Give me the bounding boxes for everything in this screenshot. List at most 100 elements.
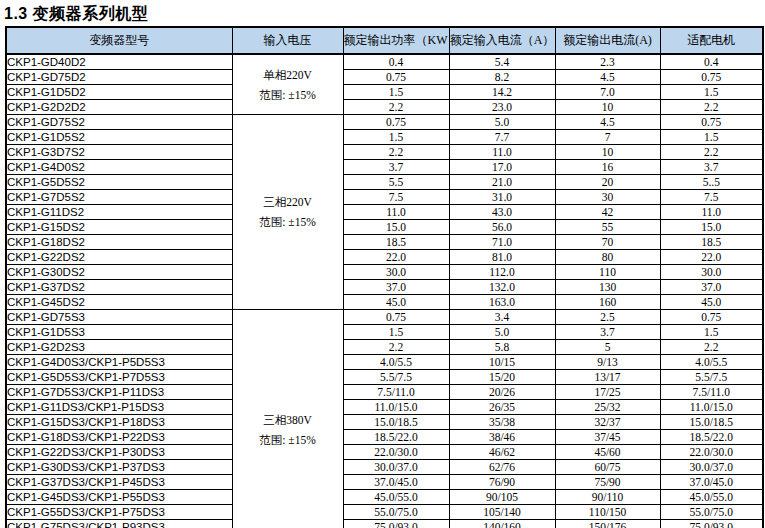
rated-output-power-cell: 15.0 [343,220,449,235]
rated-output-power-cell: 0.75 [343,115,449,130]
table-row: CKP1-G1D5D21.514.27.01.5 [6,85,763,100]
page-title: 1.3 变频器系列机型 [0,0,765,26]
rated-output-power-cell: 5.5 [343,175,449,190]
table-row: CKP1-G22DS3/CKP1-P30DS3 22.0/30.046/6245/… [6,445,763,460]
table-row: CKP1-G22DS222.081.08022.0 [6,250,763,265]
rated-input-current-cell: 5.4 [449,54,555,70]
table-row: CKP1-G18DS218.571.07018.5 [6,235,763,250]
rated-input-current-cell: 132.0 [449,280,555,295]
rated-output-current-cell: 130 [555,280,660,295]
rated-output-power-cell: 7.5 [343,190,449,205]
model-cell: CKP1-G1D5S3 [6,325,232,340]
rated-output-current-cell: 5 [555,340,660,355]
rated-output-power-cell: 18.5/22.0 [343,430,449,445]
rated-output-current-cell: 75/90 [555,475,660,490]
rated-output-power-cell: 0.75 [343,310,449,325]
model-cell: CKP1-G11DS3/CKP1-P15DS3 [6,400,232,415]
model-cell: CKP1-G22DS3/CKP1-P30DS3 [6,445,232,460]
rated-output-current-cell: 4.5 [555,70,660,85]
table-row: CKP1-G37DS237.0132.013037.0 [6,280,763,295]
rated-input-current-cell: 20/26 [449,385,555,400]
adapted-motor-cell: 1.5 [660,85,763,100]
model-cell: CKP1-G4D0S3/CKP1-P5D5S3 [6,355,232,370]
voltage-line: 范围: ±15% [233,430,343,450]
model-cell: CKP1-G7D5S2 [6,190,232,205]
column-header-2: 额定输出功率（KW） [343,27,449,54]
model-cell: CKP1-G37DS2 [6,280,232,295]
table-row: CKP1-G37DS3/CKP1-P45DS337.0/45.076/9075/… [6,475,763,490]
table-row: CKP1-G4D0S3/CKP1-P5D5S34.0/5.510/159/134… [6,355,763,370]
model-cell: CKP1-G22DS2 [6,250,232,265]
rated-output-current-cell: 90/110 [555,490,660,505]
voltage-line: 三相380V [233,410,343,430]
model-cell: CKP1-G1D5S2 [6,130,232,145]
adapted-motor-cell: 0.75 [660,70,763,85]
table-row: CKP1-G2D2S32.25.852.2 [6,340,763,355]
rated-output-current-cell: 45/60 [555,445,660,460]
rated-output-current-cell: 10 [555,100,660,115]
model-cell: CKP1-G11DS2 [6,205,232,220]
rated-input-current-cell: 140/160 [449,520,555,528]
rated-output-current-cell: 2.3 [555,54,660,70]
rated-output-current-cell: 150/176 [555,520,660,528]
table-row: CKP1-G7D5S27.531.0307.5 [6,190,763,205]
rated-output-power-cell: 2.2 [343,100,449,115]
rated-output-power-cell: 2.2 [343,340,449,355]
rated-output-power-cell: 75.0/93.0 [343,520,449,528]
model-cell: CKP1-G15DS2 [6,220,232,235]
rated-output-current-cell: 80 [555,250,660,265]
adapted-motor-cell: 1.5 [660,325,763,340]
rated-input-current-cell: 5.0 [449,325,555,340]
table-row: CKP1-GD75D20.758.24.50.75 [6,70,763,85]
model-cell: CKP1-G4D0S2 [6,160,232,175]
rated-input-current-cell: 46/62 [449,445,555,460]
adapted-motor-cell: 18.5/22.0 [660,430,763,445]
adapted-motor-cell: 30.0/37.0 [660,460,763,475]
rated-output-power-cell: 4.0/5.5 [343,355,449,370]
rated-output-power-cell: 3.7 [343,160,449,175]
rated-output-power-cell: 30.0/37.0 [343,460,449,475]
adapted-motor-cell: 37.0 [660,280,763,295]
rated-input-current-cell: 3.4 [449,310,555,325]
model-cell: CKP1-G5D5S3/CKP1-P7D5S3 [6,370,232,385]
rated-input-current-cell: 21.0 [449,175,555,190]
table-row: CKP1-G45DS3/CKP1-P55DS345.0/55.090/10590… [6,490,763,505]
adapted-motor-cell: 1.5 [660,130,763,145]
rated-output-current-cell: 3.7 [555,325,660,340]
table-row: CKP1-G7D5S3/CKP1-P11DS37.5/11.020/2617/2… [6,385,763,400]
table-header-row: 变频器型号输入电压额定输出功率（KW）额定输入电流（A）额定输出电流(A)适配电… [6,27,763,54]
rated-input-current-cell: 5.8 [449,340,555,355]
table-row: CKP1-G2D2D22.223.0102.2 [6,100,763,115]
model-cell: CKP1-G7D5S3/CKP1-P11DS3 [6,385,232,400]
rated-output-current-cell: 7 [555,130,660,145]
column-header-5: 适配电机 [660,27,763,54]
rated-output-power-cell: 0.4 [343,54,449,70]
model-cell: CKP1-G2D2S3 [6,340,232,355]
rated-output-power-cell: 1.5 [343,85,449,100]
rated-output-power-cell: 11.0/15.0 [343,400,449,415]
model-cell: CKP1-G45DS2 [6,295,232,310]
rated-input-current-cell: 23.0 [449,100,555,115]
table-row: CKP1-G3D7S22.211.0102.2 [6,145,763,160]
table-body: CKP1-GD40D2单相220V范围: ±15%0.45.42.30.4CKP… [6,54,763,528]
model-cell: CKP1-G30DS3/CKP1-P37DS3 [6,460,232,475]
model-cell: CKP1-G5D5S2 [6,175,232,190]
rated-input-current-cell: 112.0 [449,265,555,280]
column-header-1: 输入电压 [232,27,343,54]
table-row: CKP1-G15DS3/CKP1-P18DS315.0/18.535/3832/… [6,415,763,430]
model-cell: CKP1-G18DS2 [6,235,232,250]
rated-output-current-cell: 32/37 [555,415,660,430]
rated-output-power-cell: 5.5/7.5 [343,370,449,385]
rated-input-current-cell: 43.0 [449,205,555,220]
rated-input-current-cell: 10/15 [449,355,555,370]
column-header-0: 变频器型号 [6,27,232,54]
adapted-motor-cell: 45.0/55.0 [660,490,763,505]
adapted-motor-cell: 75.0/93.0 [660,520,763,528]
rated-output-current-cell: 17/25 [555,385,660,400]
table-row: CKP1-G1D5S21.57.771.5 [6,130,763,145]
adapted-motor-cell: 5..5 [660,175,763,190]
rated-output-current-cell: 60/75 [555,460,660,475]
rated-input-current-cell: 7.7 [449,130,555,145]
rated-output-power-cell: 22.0/30.0 [343,445,449,460]
adapted-motor-cell: 2.2 [660,340,763,355]
